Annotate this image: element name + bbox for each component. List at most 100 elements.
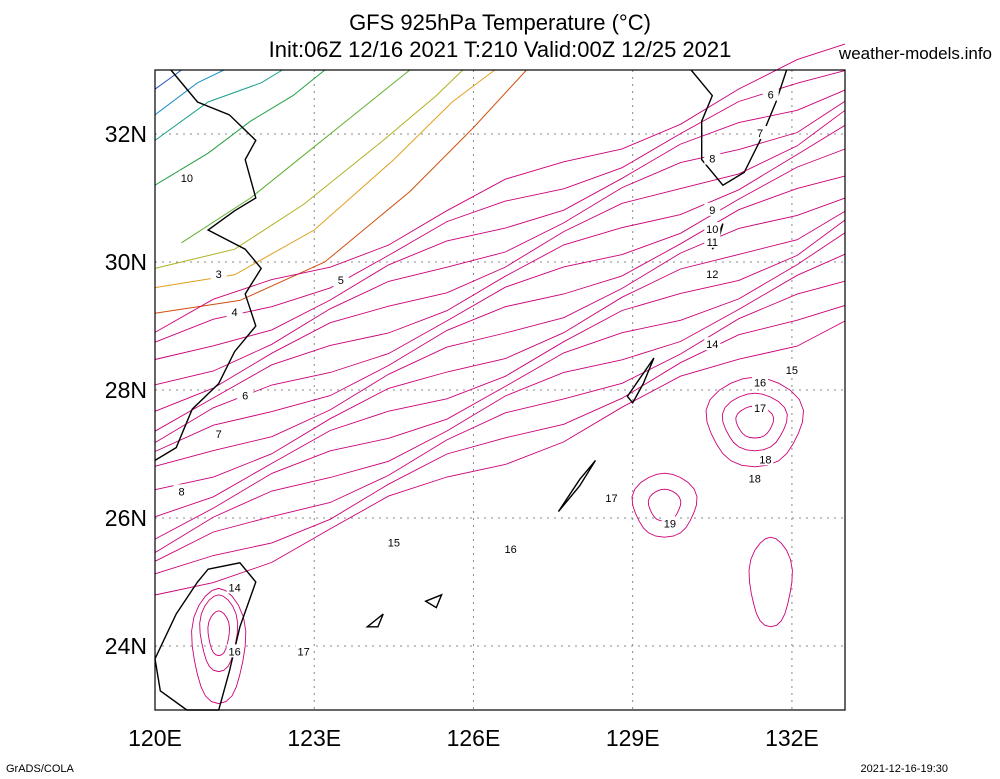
isotherm [154, 148, 846, 443]
coastline [626, 357, 655, 405]
contour-label-bg [704, 234, 721, 248]
isotherm [154, 210, 846, 491]
contour-label-bg [226, 644, 243, 658]
isotherm [154, 69, 496, 289]
isotherm [154, 304, 846, 575]
contour-label: 16 [504, 544, 516, 556]
contour-label: 12 [706, 269, 718, 281]
contour-label-bg [237, 388, 254, 402]
contour-label-bg [661, 516, 678, 530]
isotherm [181, 69, 411, 244]
contour-label: 15 [388, 538, 400, 550]
contour-lines [154, 43, 846, 705]
y-tick-label: 26N [105, 505, 147, 531]
contour-label-bg [704, 202, 721, 216]
contour-label-bg [704, 222, 721, 235]
contour-label: 16 [754, 378, 766, 390]
contour-label-bg [226, 305, 243, 319]
contour-label: 3 [216, 269, 222, 281]
contour-label: 10 [706, 224, 718, 236]
contour-label: 14 [706, 339, 718, 351]
isotherm [154, 43, 846, 333]
y-tick-label: 32N [105, 121, 147, 147]
isotherm [154, 219, 846, 518]
site-label: weather-models.info [838, 44, 992, 63]
axis-ticks: 120E 123E 126E 129E 132E 24N 26N 28N 30N 32N [105, 121, 819, 751]
contour-label: 8 [178, 486, 184, 498]
contour-label-bg [746, 471, 763, 485]
contour-label: 4 [232, 307, 238, 319]
isotherm [154, 232, 846, 540]
contour-label: 9 [709, 205, 715, 217]
chart-title: GFS 925hPa Temperature (°C) [349, 10, 651, 35]
contour-label: 17 [754, 403, 766, 415]
contour-label-bg [178, 170, 195, 184]
y-tick-label: 24N [105, 633, 147, 659]
contour-label: 18 [749, 474, 761, 486]
contour-label-bg [752, 375, 769, 389]
contour-label-bg [762, 87, 779, 101]
y-tick-label: 28N [105, 377, 147, 403]
contour-label: 19 [664, 518, 676, 530]
contour-label-bg [226, 580, 243, 594]
contour-label: 15 [786, 365, 798, 377]
x-tick-label: 123E [287, 725, 341, 751]
y-tick-label: 30N [105, 249, 147, 275]
contour-label: 6 [242, 390, 248, 402]
contour-label-bg [210, 426, 227, 440]
isotherm [154, 70, 846, 343]
footer-software: GrADS/COLA [6, 763, 74, 775]
isotherm [154, 69, 283, 141]
contour-label-bg [603, 490, 620, 504]
isotherm [154, 69, 225, 116]
contour-label: 6 [768, 90, 774, 102]
contour-label-bg [752, 401, 769, 415]
contour-label-bg [752, 126, 769, 139]
coastline [690, 69, 788, 187]
isotherm [191, 587, 247, 705]
contour-label: 18 [759, 454, 771, 466]
contour-label-bg [704, 266, 721, 280]
contour-label-bg [704, 337, 721, 351]
isotherm [154, 280, 846, 562]
isotherm [154, 197, 846, 467]
coastline [557, 459, 597, 513]
x-tick-label: 126E [447, 725, 501, 751]
plot-frame [154, 69, 846, 711]
contour-label: 11 [707, 237, 718, 249]
isotherm [154, 69, 464, 269]
isotherm [199, 594, 239, 673]
isotherm [154, 100, 846, 386]
contour-label-bg [210, 266, 227, 280]
isotherm [748, 536, 793, 628]
contour-label: 5 [338, 275, 344, 287]
isotherm [154, 124, 846, 432]
isotherm [154, 69, 326, 186]
x-tick-label: 132E [765, 725, 819, 751]
contour-label-bg [757, 452, 774, 466]
isotherm [154, 89, 846, 360]
chart-subtitle: Init:06Z 12/16 2021 T:210 Valid:00Z 12/2… [268, 37, 732, 62]
isotherm [154, 69, 182, 90]
x-tick-label: 120E [128, 725, 182, 751]
isotherm [154, 320, 846, 596]
contour-label: 10 [181, 173, 193, 185]
coastline [424, 593, 443, 609]
contour-label: 7 [216, 429, 222, 441]
grid-lines [155, 70, 845, 710]
contour-label: 8 [709, 154, 715, 166]
isotherm [154, 175, 846, 452]
contour-label-bg [502, 542, 519, 555]
isotherm [631, 472, 698, 538]
coastline [365, 613, 384, 628]
isotherm [705, 376, 804, 468]
contour-label-bg [783, 362, 800, 376]
contour-label: 16 [228, 646, 240, 658]
isotherm [154, 253, 846, 553]
contour-label: 7 [757, 128, 763, 140]
isotherm [207, 610, 230, 657]
contour-label-bg [332, 273, 349, 287]
contour-label: 17 [297, 646, 309, 658]
isotherm [721, 392, 788, 452]
